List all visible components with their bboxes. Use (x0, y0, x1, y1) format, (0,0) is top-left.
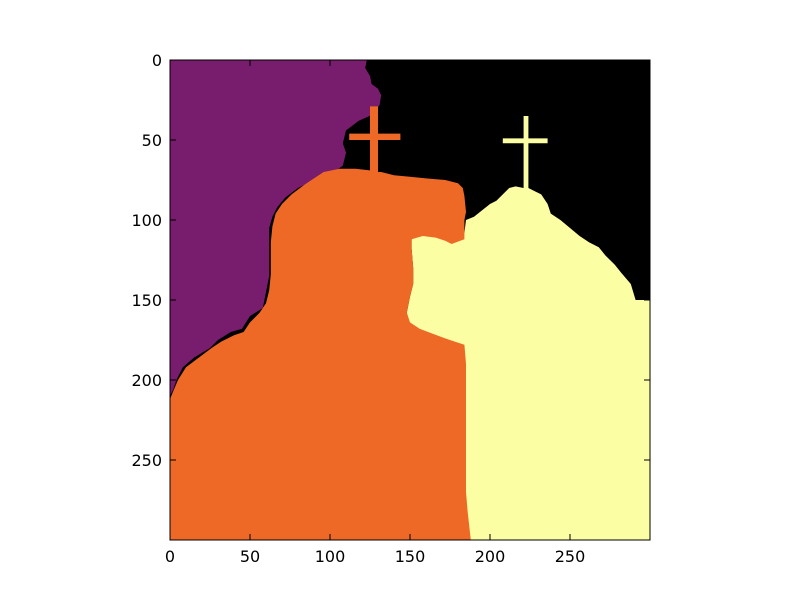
y-tick-label: 0 (152, 51, 162, 70)
segment-black-notch (634, 245, 650, 300)
segmentation-image (170, 60, 650, 540)
y-tick-label: 50 (142, 131, 162, 150)
x-tick-label: 200 (475, 547, 506, 566)
segment-purple-sky (170, 60, 382, 396)
x-tick-label: 150 (395, 547, 426, 566)
y-tick-label: 150 (131, 291, 162, 310)
segment-orange-building (170, 106, 471, 540)
x-tick-label: 0 (165, 547, 175, 566)
x-tick-label: 50 (240, 547, 260, 566)
segment-yellow-building (394, 116, 650, 540)
y-tick-label: 100 (131, 211, 162, 230)
x-tick-label: 250 (555, 547, 586, 566)
y-tick-label: 200 (131, 371, 162, 390)
x-tick-label: 100 (315, 547, 346, 566)
x-axis: 0 50 100 150 200 250 (165, 60, 585, 566)
y-axis: 0 50 100 150 200 250 (131, 51, 650, 470)
y-tick-label: 250 (131, 451, 162, 470)
